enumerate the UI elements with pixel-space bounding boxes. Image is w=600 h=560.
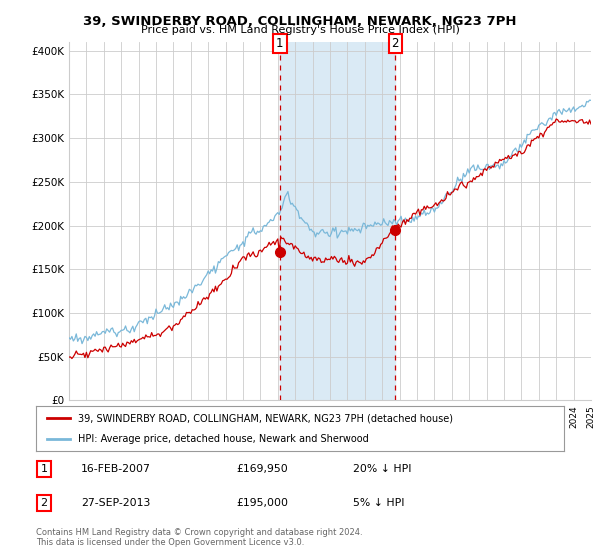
Text: HPI: Average price, detached house, Newark and Sherwood: HPI: Average price, detached house, Newa…	[78, 433, 369, 444]
Text: 39, SWINDERBY ROAD, COLLINGHAM, NEWARK, NG23 7PH (detached house): 39, SWINDERBY ROAD, COLLINGHAM, NEWARK, …	[78, 413, 453, 423]
Text: 39, SWINDERBY ROAD, COLLINGHAM, NEWARK, NG23 7PH: 39, SWINDERBY ROAD, COLLINGHAM, NEWARK, …	[83, 15, 517, 27]
Text: 20% ↓ HPI: 20% ↓ HPI	[353, 464, 412, 474]
Text: 2: 2	[392, 38, 399, 50]
Text: Contains HM Land Registry data © Crown copyright and database right 2024.
This d: Contains HM Land Registry data © Crown c…	[36, 528, 362, 547]
Text: 1: 1	[40, 464, 47, 474]
Text: 16-FEB-2007: 16-FEB-2007	[81, 464, 151, 474]
Text: 27-SEP-2013: 27-SEP-2013	[81, 498, 150, 508]
Text: 5% ↓ HPI: 5% ↓ HPI	[353, 498, 404, 508]
Bar	[280, 42, 395, 400]
Text: 1: 1	[276, 38, 284, 50]
Text: Price paid vs. HM Land Registry's House Price Index (HPI): Price paid vs. HM Land Registry's House …	[140, 25, 460, 35]
Text: £169,950: £169,950	[236, 464, 289, 474]
Text: 2: 2	[40, 498, 47, 508]
Text: £195,000: £195,000	[236, 498, 289, 508]
